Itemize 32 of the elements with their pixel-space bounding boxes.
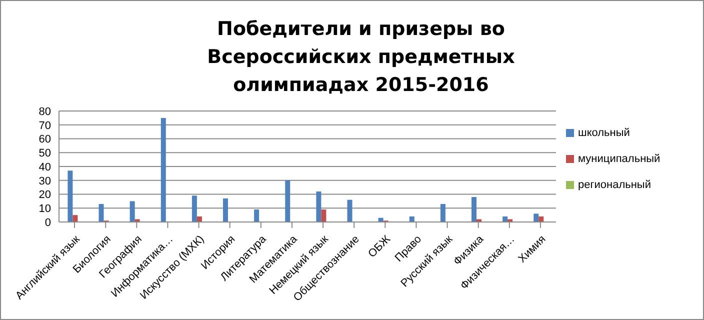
bar — [130, 201, 135, 222]
bar — [538, 216, 544, 222]
bar — [321, 210, 326, 222]
y-tick-label: 0 — [44, 216, 51, 229]
y-tick-label: 50 — [38, 148, 51, 160]
legend-label: муниципальный — [578, 153, 660, 165]
y-tick-label: 60 — [38, 134, 51, 146]
bar — [534, 214, 539, 222]
bar — [160, 118, 166, 222]
y-tick-label: 30 — [38, 175, 51, 188]
bar — [196, 216, 202, 222]
bar — [502, 216, 508, 222]
bar — [68, 170, 73, 222]
y-tick-label: 40 — [38, 161, 51, 174]
chart-title: Победители и призеры во Всероссийских предметных олимпиадах 2015-2016 — [206, 17, 516, 98]
bar — [98, 204, 104, 222]
bar — [440, 204, 446, 222]
bar — [409, 216, 414, 222]
y-tick-label: 70 — [38, 120, 51, 132]
y-tick-label: 20 — [38, 189, 51, 202]
bar — [472, 197, 477, 222]
y-tick-label: 10 — [38, 203, 51, 216]
bar — [223, 198, 228, 222]
bar — [285, 180, 290, 222]
bar — [192, 196, 197, 222]
legend-label: школьный — [578, 127, 630, 139]
legend-label: региональный — [578, 179, 651, 191]
bar — [72, 215, 78, 222]
bar — [316, 191, 322, 222]
bar — [347, 200, 352, 222]
bar — [254, 210, 260, 222]
y-tick-label: 80 — [38, 106, 51, 118]
